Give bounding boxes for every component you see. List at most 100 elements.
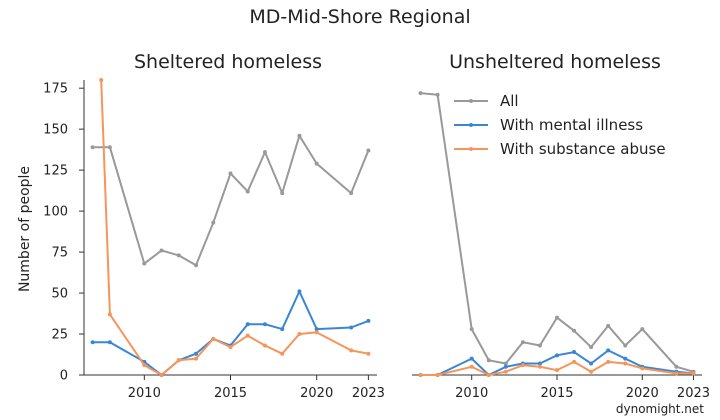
series-line-all xyxy=(92,134,370,267)
data-point xyxy=(486,373,491,377)
data-point xyxy=(297,332,302,337)
data-point xyxy=(469,356,474,361)
data-point xyxy=(589,345,594,350)
data-point xyxy=(349,191,354,196)
data-point xyxy=(159,248,164,253)
data-point xyxy=(314,327,319,332)
data-point xyxy=(469,364,474,369)
panel-title-sheltered: Sheltered homeless xyxy=(134,51,322,73)
data-point xyxy=(349,325,354,330)
y-tick-label: 125 xyxy=(43,164,68,179)
data-point xyxy=(572,350,577,355)
data-point xyxy=(520,363,525,368)
y-tick-label: 25 xyxy=(51,328,68,343)
data-point xyxy=(314,330,319,335)
data-point xyxy=(623,356,628,361)
data-point xyxy=(90,340,95,345)
watermark: dynomight.net xyxy=(616,402,704,416)
data-point xyxy=(418,373,423,377)
data-point xyxy=(245,333,250,338)
data-point xyxy=(228,171,233,176)
legend-label: With substance abuse xyxy=(500,140,666,158)
data-point xyxy=(640,366,645,371)
data-point xyxy=(262,150,267,155)
data-point xyxy=(262,343,267,348)
series-line-with-substance-abuse xyxy=(100,79,369,376)
data-point xyxy=(674,364,679,369)
data-point xyxy=(262,322,267,327)
legend: All With mental illness With substance abu… xyxy=(454,92,666,158)
data-point xyxy=(640,327,645,332)
data-point xyxy=(159,373,164,377)
data-point xyxy=(107,340,112,345)
data-point xyxy=(107,145,112,150)
plot-area: 0 25 50 75 100 125 150 175 2010 2015 2020 2023 2010 2… xyxy=(43,78,710,401)
x-tick-label: 2015 xyxy=(214,386,247,401)
data-point xyxy=(280,351,285,356)
panel-title-unsheltered: Unsheltered homeless xyxy=(449,51,661,73)
data-point xyxy=(228,345,233,350)
data-point xyxy=(589,361,594,366)
data-point xyxy=(623,343,628,348)
legend-marker xyxy=(469,147,473,151)
data-point xyxy=(691,371,696,376)
data-point xyxy=(366,351,371,356)
data-point xyxy=(194,356,199,361)
data-point xyxy=(520,340,525,345)
figure-title: MD-Mid-Shore Regional xyxy=(249,6,470,28)
data-point xyxy=(194,351,199,356)
legend-marker xyxy=(469,123,473,127)
legend-label: With mental illness xyxy=(500,116,643,134)
data-point xyxy=(194,263,199,268)
data-point xyxy=(418,91,423,96)
data-point xyxy=(623,361,628,366)
data-point xyxy=(555,353,559,358)
data-point xyxy=(435,373,440,377)
x-tick-label: 2010 xyxy=(128,386,161,401)
x-tick-label: 2023 xyxy=(677,386,710,401)
data-point xyxy=(211,336,216,341)
y-tick-label: 0 xyxy=(60,369,68,384)
data-point xyxy=(537,343,542,348)
x-tick-label: 2020 xyxy=(626,386,659,401)
y-tick-label: 75 xyxy=(51,246,68,261)
data-point xyxy=(503,361,508,366)
data-point xyxy=(674,371,679,376)
x-tick-label: 2010 xyxy=(455,386,488,401)
data-point xyxy=(572,359,577,364)
data-point xyxy=(503,369,508,374)
y-axis-label: Number of people xyxy=(17,166,33,292)
data-point xyxy=(297,133,302,138)
data-point xyxy=(176,358,181,363)
y-tick-label: 50 xyxy=(51,287,68,302)
x-tick-label: 2020 xyxy=(300,386,333,401)
data-point xyxy=(366,148,371,153)
data-point xyxy=(606,348,611,353)
data-point xyxy=(142,363,147,368)
data-point xyxy=(280,191,285,196)
data-point xyxy=(107,312,112,317)
data-point xyxy=(486,358,491,363)
data-point xyxy=(555,368,559,373)
data-point xyxy=(90,145,95,150)
data-point xyxy=(99,78,104,82)
series-line-with-mental-illness xyxy=(92,290,369,376)
y-tick-label: 175 xyxy=(43,82,68,97)
data-point xyxy=(606,359,611,364)
y-tick-label: 100 xyxy=(43,205,68,220)
data-point xyxy=(503,364,508,369)
data-point xyxy=(366,318,371,323)
legend-label: All xyxy=(500,92,519,110)
data-point xyxy=(537,364,542,369)
legend-marker xyxy=(469,99,473,103)
data-point xyxy=(537,361,542,366)
x-tick-label: 2015 xyxy=(540,386,573,401)
data-point xyxy=(245,189,250,194)
data-point xyxy=(555,315,559,320)
data-point xyxy=(245,322,250,327)
series-line-all xyxy=(420,92,694,373)
data-point xyxy=(589,369,594,374)
data-point xyxy=(314,161,319,166)
data-point xyxy=(435,92,440,97)
